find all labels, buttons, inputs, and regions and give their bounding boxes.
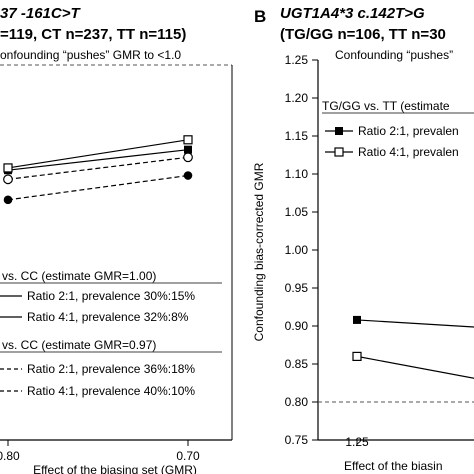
panel-a-xlabel: Effect of the biasing set (GMR) [33, 463, 197, 474]
panel-b-ytick-label: 0.95 [285, 281, 309, 295]
panel-a-series-group [3, 135, 193, 205]
panel-b-ytick-label: 1.20 [285, 91, 309, 105]
panel-a-point-4-2 [183, 171, 193, 180]
panel-a-annotation: onfounding “pushes” GMR to <1.0 [0, 48, 181, 62]
panel-a-legend-item-2: Ratio 4:1, prevalence 32%:8% [27, 310, 189, 324]
panel-b-legend-header: TG/GG vs. TT (estimate [322, 99, 450, 113]
panel-b: B UGT1A4*3 c.142T>G (TG/GG n=106, TT n=3… [252, 5, 474, 473]
panel-b-legend-marker-open-square [334, 147, 344, 157]
panel-b-series-line-2 [356, 355, 474, 379]
panel-a-point-3-2 [183, 152, 193, 163]
panel-b-legend-marker-filled-square [335, 127, 343, 135]
panel-a-xtick-label-2: 0.70 [176, 449, 200, 463]
panel-a-point-2-2 [183, 135, 193, 145]
panel-b-point-2 [352, 351, 362, 361]
panel-b-ytick-label: 1.15 [285, 129, 309, 143]
panel-b-ylabel: Confounding bias-corrected GMR [252, 162, 266, 341]
panel-b-ytick-label: 1.05 [285, 205, 309, 219]
panel-b-xtick-label-1: 1.25 [345, 435, 369, 449]
panel-b-annotation: Confounding “pushes” [335, 48, 453, 62]
panel-a-point-2-1 [3, 163, 13, 173]
panel-b-ytick-label: 1.10 [285, 167, 309, 181]
panel-b-ytick-label: 0.85 [285, 357, 309, 371]
panel-a-xtick-label-1: 0.80 [0, 449, 20, 463]
panel-b-letter: B [254, 7, 266, 26]
panel-a-legend-header-1: vs. CC (estimate GMR=1.00) [2, 269, 156, 283]
panel-b-ytick-label: 0.80 [285, 395, 309, 409]
panel-b-point-1 [353, 315, 361, 324]
panel-a: 37 -161C>T =119, CT n=237, TT n=115) onf… [0, 5, 233, 474]
panel-b-ytick-label: 1.00 [285, 243, 309, 257]
panel-b-ytick-label: 1.25 [285, 53, 309, 67]
panel-a-series-line-3 [7, 156, 189, 180]
panel-a-legend-item-1: Ratio 2:1, prevalence 30%:15% [27, 289, 195, 303]
panel-b-series-group [352, 315, 474, 379]
panel-a-point-4-1 [3, 195, 13, 205]
panel-a-title-line1: 37 -161C>T [0, 5, 81, 22]
panel-a-title-line2: =119, CT n=237, TT n=115) [0, 26, 186, 43]
panel-a-point-3-1 [3, 174, 13, 185]
panel-b-title-line2: (TG/GG n=106, TT n=30 [280, 26, 446, 43]
panel-b-xlabel: Effect of the biasin [344, 459, 443, 473]
panel-a-legend-item-4: Ratio 4:1, prevalence 40%:10% [27, 384, 195, 398]
panel-b-title-line1: UGT1A4*3 c.142T>G [280, 5, 425, 22]
panel-a-series-line-2 [7, 139, 189, 169]
panel-a-series-line-1 [7, 149, 189, 171]
panel-b-axes-group: 1.25 1.20 1.15 1.10 1.05 1.00 0.95 0.90 0.85 0.80… [285, 53, 474, 447]
panel-b-ytick-label: 0.90 [285, 319, 309, 333]
panel-a-series-line-4 [7, 174, 189, 201]
panel-a-legend-item-3: Ratio 2:1, prevalence 36%:18% [27, 362, 195, 376]
panel-a-point-1-2 [184, 145, 192, 154]
panel-b-series-line-1 [356, 319, 474, 328]
panel-b-ytick-label: 0.75 [285, 433, 309, 447]
panel-a-legend-header-2: vs. CC (estimate GMR=0.97) [2, 338, 156, 352]
panel-b-legend-item-2: Ratio 4:1, prevalen [358, 145, 459, 159]
panel-b-legend-item-1: Ratio 2:1, prevalen [358, 124, 459, 138]
